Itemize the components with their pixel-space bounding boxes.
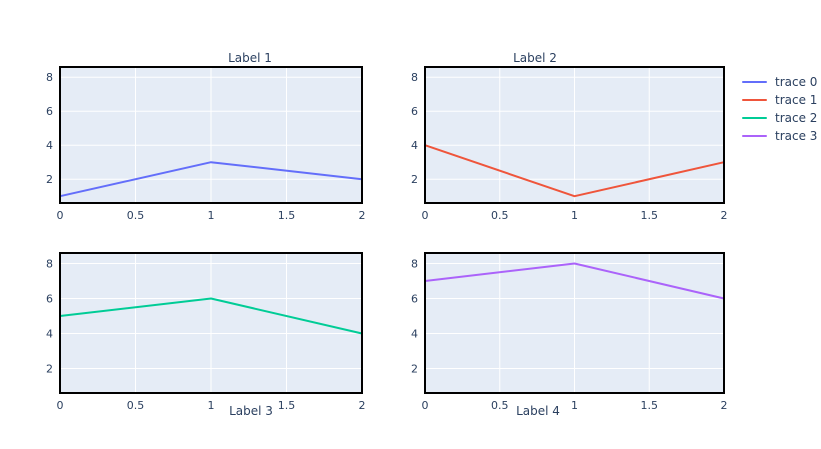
y-tick-label: 4 — [46, 139, 53, 152]
legend-item-label: trace 3 — [775, 129, 818, 143]
subplot-xaxis-label-3: Label 3 — [229, 404, 273, 418]
subplot-label-1: 0 0.5 1 1.5 2 2 4 6 8 — [46, 66, 366, 222]
legend-line-swatch — [742, 135, 767, 137]
legend-item-label: trace 2 — [775, 111, 818, 125]
x-tick-label: 1 — [208, 209, 215, 222]
x-tick-label: 1.5 — [278, 399, 296, 412]
trace-line-trace-3[interactable] — [424, 262, 725, 300]
x-tick-label: 0 — [57, 399, 64, 412]
x-tick-label: 1 — [571, 209, 578, 222]
axis-border — [59, 66, 363, 204]
legend-line-swatch — [742, 117, 767, 119]
axis-border — [59, 252, 363, 394]
x-tick-label: 1.5 — [641, 209, 659, 222]
y-tick-label: 6 — [46, 293, 53, 306]
legend-item-label: trace 0 — [775, 75, 818, 89]
legend-item-trace-1[interactable]: trace 1 — [742, 91, 817, 109]
y-tick-label: 8 — [411, 71, 418, 84]
x-tick-label: 0 — [422, 399, 429, 412]
legend-item-trace-3[interactable]: trace 3 — [742, 127, 817, 145]
subplot-label-2: 0 0.5 1 1.5 2 2 4 6 8 — [411, 66, 728, 222]
y-tick-label: 2 — [46, 363, 53, 376]
y-tick-label: 2 — [46, 173, 53, 186]
axis-border — [424, 252, 725, 394]
subplot-title-label-2: Label 2 — [513, 51, 557, 65]
x-tick-label: 1 — [208, 399, 215, 412]
x-tick-label: 2 — [359, 399, 366, 412]
x-tick-label: 2 — [721, 209, 728, 222]
x-tick-label: 2 — [359, 209, 366, 222]
legend-line-swatch — [742, 81, 767, 83]
legend-item-trace-0[interactable]: trace 0 — [742, 73, 817, 91]
x-tick-label: 1.5 — [278, 209, 296, 222]
x-tick-label: 2 — [721, 399, 728, 412]
y-tick-label: 8 — [46, 258, 53, 271]
x-tick-label: 0.5 — [491, 209, 509, 222]
y-tick-label: 2 — [411, 363, 418, 376]
legend-line-swatch — [742, 99, 767, 101]
subplot-xaxis-label-4: Label 4 — [516, 404, 560, 418]
x-tick-label: 0.5 — [127, 399, 145, 412]
gridlines — [59, 67, 363, 203]
y-tick-label: 2 — [411, 173, 418, 186]
subplot-label-4: 0 0.5 1 1.5 2 2 4 6 8 — [411, 252, 728, 412]
legend-item-label: trace 1 — [775, 93, 818, 107]
x-tick-label: 0 — [422, 209, 429, 222]
legend: trace 0 trace 1 trace 2 trace 3 — [742, 73, 817, 145]
x-tick-label: 0.5 — [491, 399, 509, 412]
axis-border — [424, 66, 725, 204]
y-tick-label: 4 — [411, 328, 418, 341]
x-tick-label: 1 — [571, 399, 578, 412]
y-tick-label: 8 — [411, 258, 418, 271]
subplot-title-label-1: Label 1 — [228, 51, 272, 65]
y-tick-label: 4 — [46, 328, 53, 341]
y-tick-label: 8 — [46, 71, 53, 84]
y-tick-label: 6 — [411, 293, 418, 306]
y-tick-label: 6 — [46, 105, 53, 118]
subplot-label-3: 0 0.5 1 1.5 2 2 4 6 8 — [46, 252, 366, 412]
legend-item-trace-2[interactable]: trace 2 — [742, 109, 817, 127]
x-tick-label: 0.5 — [127, 209, 145, 222]
x-tick-label: 0 — [57, 209, 64, 222]
y-tick-label: 6 — [411, 105, 418, 118]
trace-line-trace-0[interactable] — [59, 161, 363, 198]
y-tick-label: 4 — [411, 139, 418, 152]
x-tick-label: 1.5 — [641, 399, 659, 412]
trace-line-trace-2[interactable] — [59, 297, 363, 335]
trace-line-trace-1[interactable] — [424, 144, 725, 198]
